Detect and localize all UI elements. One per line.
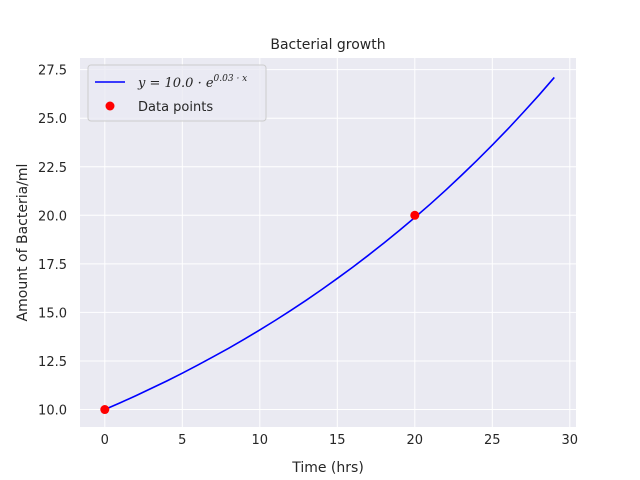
x-tick-label: 30 [562, 433, 579, 448]
data-point [410, 210, 420, 220]
legend: y = 10.0 · e0.03 · x Data points [87, 64, 267, 122]
x-tick-label: 20 [407, 433, 424, 448]
x-tick-label: 0 [101, 433, 109, 448]
y-axis-label: Amount of Bacteria/ml [15, 164, 31, 322]
legend-entry-fit: y = 10.0 · e0.03 · x [137, 74, 247, 91]
chart-title: Bacterial growth [270, 37, 385, 53]
y-tick-label: 20.0 [38, 209, 67, 224]
y-gridlines [80, 69, 576, 411]
x-tick-labels: 0 5 10 15 20 25 30 [101, 433, 578, 448]
x-axis-label: Time (hrs) [291, 460, 364, 476]
legend-entry-points: Data points [138, 100, 213, 115]
y-tick-label: 10.0 [38, 404, 67, 419]
y-tick-label: 15.0 [38, 306, 67, 321]
data-point [100, 405, 110, 415]
x-tick-label: 25 [484, 433, 501, 448]
x-tick-label: 10 [252, 433, 269, 448]
y-tick-label: 12.5 [38, 355, 67, 370]
y-tick-label: 25.0 [38, 112, 67, 127]
x-tick-label: 5 [178, 433, 186, 448]
y-tick-labels: 10.0 12.5 15.0 17.5 20.0 22.5 25.0 27.5 [38, 64, 67, 419]
legend-box [87, 64, 267, 122]
y-tick-label: 27.5 [38, 64, 67, 79]
legend-point-swatch [105, 101, 115, 111]
series-layer [100, 76, 555, 415]
x-tick-label: 15 [329, 433, 346, 448]
y-tick-label: 22.5 [38, 161, 67, 176]
fit-curve-line [104, 76, 555, 411]
y-tick-label: 17.5 [38, 258, 67, 273]
